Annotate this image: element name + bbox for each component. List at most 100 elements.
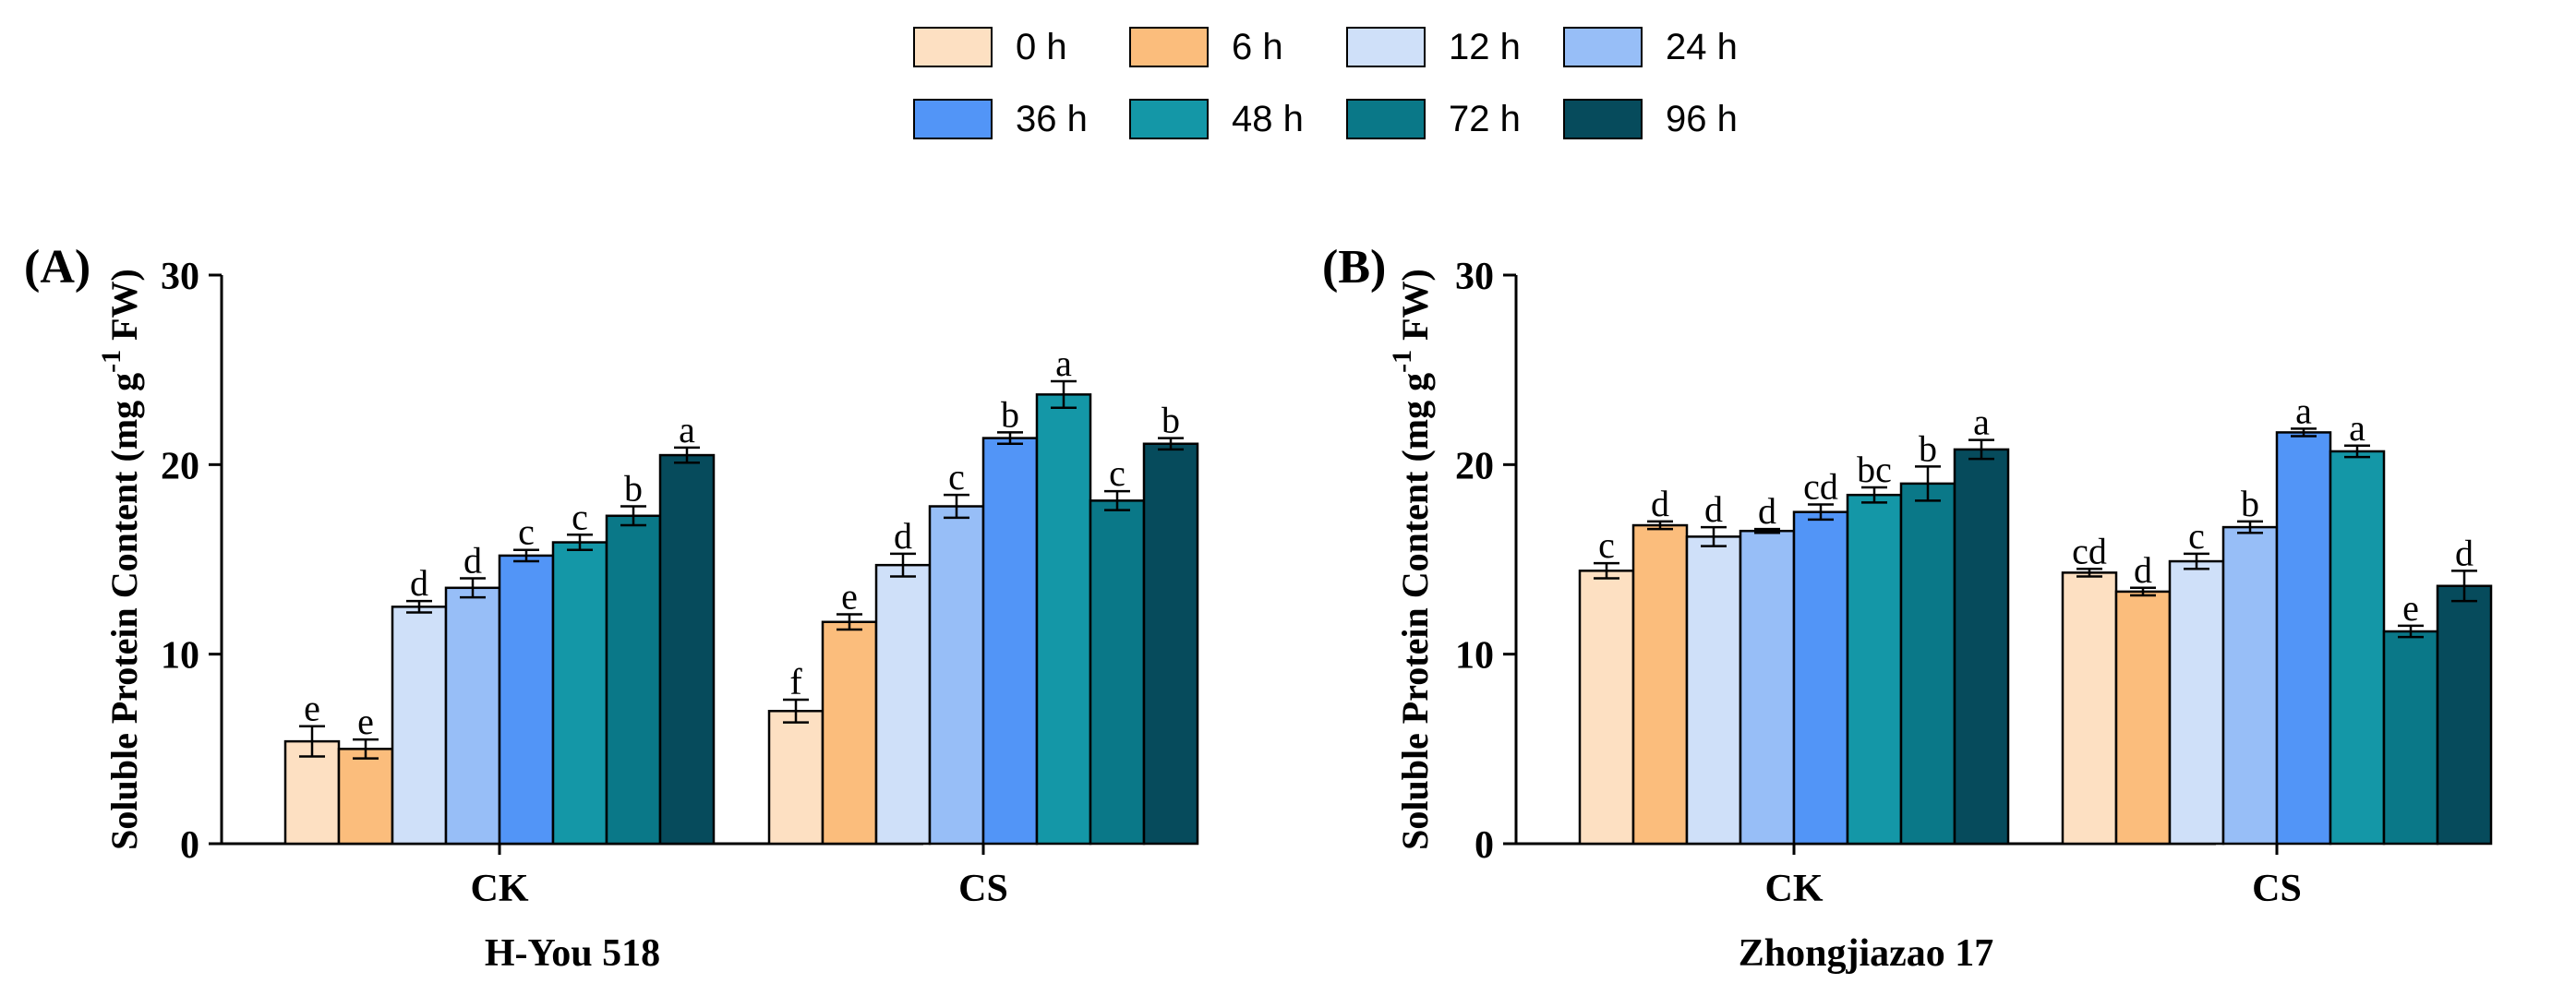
significance-letter: e (304, 688, 320, 729)
bar-cs-24h (928, 505, 985, 846)
y-axis-label-superscript: -1 (96, 350, 126, 373)
x-axis-label: H-You 518 (485, 932, 660, 975)
legend-swatch-3 (1346, 27, 1426, 67)
bar-ck-6h (1631, 523, 1689, 846)
significance-letter: bc (1857, 449, 1892, 490)
bar-ck-36h (1792, 510, 1849, 846)
y-tick-label: 10 (161, 635, 199, 678)
significance-letter: c (1109, 452, 1125, 494)
significance-letter: d (1651, 483, 1669, 524)
significance-letter: e (357, 701, 374, 742)
bar-cs-96h (2436, 584, 2493, 846)
significance-letter: d (1758, 490, 1776, 532)
bar-cs-48h (1035, 393, 1092, 846)
bar-cs-24h (2221, 525, 2279, 846)
significance-letter: c (1598, 524, 1615, 566)
significance-letter: b (1001, 393, 1019, 435)
bar-cs-6h (2114, 590, 2172, 846)
bar-cs-12h (2168, 559, 2225, 846)
y-axis-label-superscript: -1 (1387, 350, 1417, 373)
significance-letter: b (1162, 400, 1180, 441)
significance-letter: c (948, 456, 965, 498)
y-tick-label: 30 (1455, 256, 1494, 298)
significance-letter: b (2241, 483, 2259, 524)
legend-label-5: 36 h (1016, 99, 1088, 139)
bar-ck-96h (1953, 448, 2010, 846)
legend-swatch-8 (1563, 99, 1643, 139)
bar-cs-36h (981, 437, 1039, 846)
significance-letter: d (2455, 532, 2474, 573)
panel-label: (A) (24, 241, 90, 294)
bar-ck-72h (1899, 482, 1956, 846)
x-axis-label: Zhongjiazao 17 (1739, 932, 1994, 975)
bar-ck-48h (1846, 493, 1903, 846)
y-axis-label-end: FW) (1394, 269, 1436, 350)
bar-ck-48h (551, 541, 608, 846)
legend-label-1: 0 h (1016, 27, 1067, 67)
bar-ck-6h (337, 748, 394, 846)
y-tick-label: 20 (1455, 445, 1494, 487)
legend-swatch-4 (1563, 27, 1643, 67)
panel-label: (B) (1322, 241, 1386, 294)
bar-cs-96h (1142, 442, 1199, 846)
bar-ck-12h (1685, 535, 1742, 846)
legend-swatch-5 (913, 99, 993, 139)
legend-swatch-1 (913, 27, 993, 67)
y-tick-label: 30 (161, 256, 199, 298)
significance-letter: c (2188, 515, 2205, 557)
bar-ck-36h (498, 554, 555, 846)
significance-letter: d (410, 562, 428, 604)
bar-cs-6h (821, 620, 878, 846)
significance-letter: a (2349, 407, 2365, 449)
y-axis-label: Soluble Protein Content (mg g-1 FW) (96, 269, 145, 850)
bar-ck-96h (658, 453, 716, 846)
bar-cs-36h (2275, 431, 2332, 846)
bar-ck-12h (391, 606, 448, 846)
legend-label-4: 24 h (1666, 27, 1738, 67)
significance-letter: c (572, 496, 588, 537)
panel-a: 0 10 20 30 (A)Soluble Protein Content (mg g-… (24, 241, 1199, 975)
bar-ck-24h (1739, 529, 1796, 846)
bar-cs-0h (767, 710, 825, 846)
legend-label-7: 72 h (1449, 99, 1521, 139)
y-tick-label: 10 (1455, 635, 1494, 678)
y-axis-label: Soluble Protein Content (mg g-1 FW) (1387, 269, 1436, 850)
category-label: CS (2252, 868, 2302, 910)
significance-letter: a (1973, 402, 1990, 443)
significance-letter: c (518, 511, 535, 553)
legend: 0 h 6 h 12 h 24 h 36 h 48 h 72 h 96 h (913, 27, 1738, 139)
y-tick-label: 20 (161, 445, 199, 487)
bar-ck-72h (605, 514, 662, 846)
legend-label-8: 96 h (1666, 99, 1738, 139)
significance-letter: d (463, 540, 482, 582)
legend-label-2: 6 h (1232, 27, 1283, 67)
bar-cs-72h (1089, 499, 1146, 846)
bar-ck-0h (1578, 570, 1635, 846)
y-tick-label: 0 (1475, 824, 1494, 867)
legend-label-6: 48 h (1232, 99, 1304, 139)
significance-letter: a (1055, 342, 1072, 384)
category-label: CK (471, 868, 529, 910)
bar-cs-0h (2061, 571, 2118, 846)
significance-letter: e (2402, 587, 2419, 629)
category-label: CK (1765, 868, 1824, 910)
significance-letter: a (2295, 390, 2312, 431)
significance-letter: cd (1803, 465, 1838, 507)
bar-cs-48h (2329, 450, 2386, 846)
significance-letter: b (1919, 427, 1937, 469)
significance-letter: d (2134, 549, 2152, 591)
legend-swatch-7 (1346, 99, 1426, 139)
legend-swatch-2 (1129, 27, 1209, 67)
significance-letter: d (1704, 488, 1723, 530)
bar-ck-24h (444, 586, 501, 846)
legend-swatch-6 (1129, 99, 1209, 139)
significance-letter: b (624, 468, 643, 510)
y-tick-label: 0 (180, 824, 199, 867)
y-axis-label-end: FW) (103, 269, 145, 350)
significance-letter: a (679, 409, 695, 450)
significance-letter: e (841, 576, 858, 618)
y-axis-label-main: Soluble Protein Content (mg g (1394, 373, 1436, 850)
legend-label-3: 12 h (1449, 27, 1521, 67)
